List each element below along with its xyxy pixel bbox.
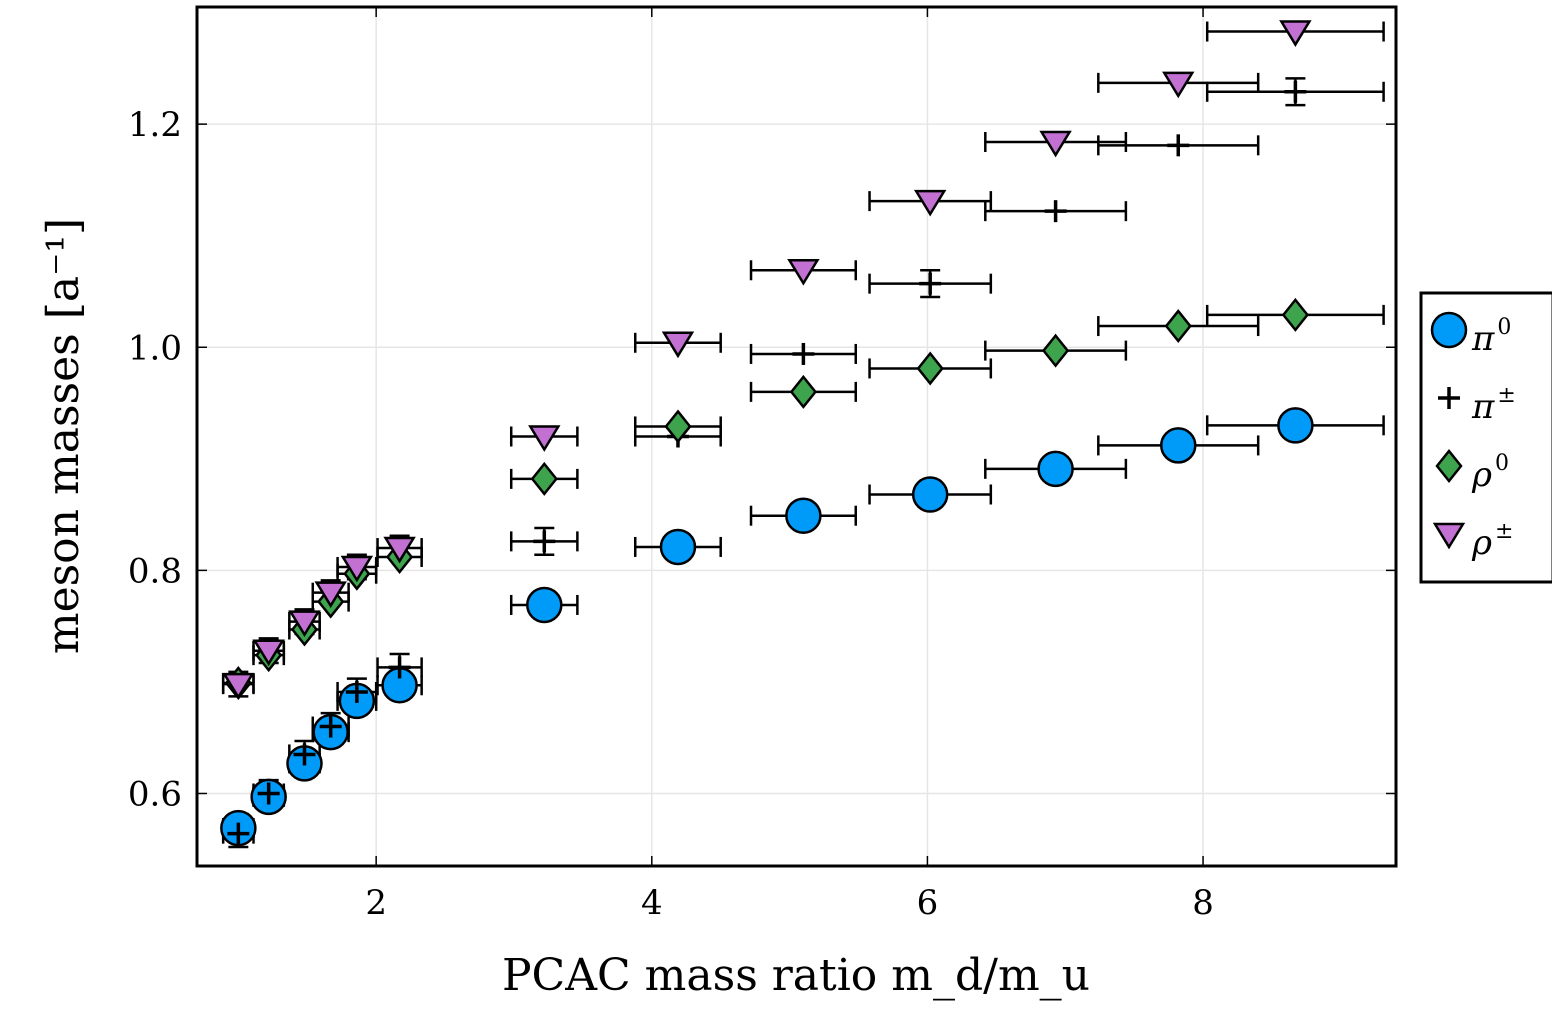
legend-label-sup: ± [1497, 383, 1515, 408]
legend-label-base: π [1471, 319, 1495, 359]
data-point [661, 331, 695, 359]
y-axis-title: meson masses [a⁻¹] [38, 218, 89, 654]
x-tick-label: 4 [641, 883, 663, 923]
legend-label-base: ρ [1471, 455, 1492, 495]
data-point [1044, 200, 1067, 223]
data-point [1277, 407, 1314, 444]
error-bars [221, 21, 1385, 849]
data-point [792, 342, 815, 365]
y-tick-label: 0.8 [128, 551, 182, 591]
data-point [1167, 134, 1190, 157]
legend-label-sup: 0 [1497, 315, 1511, 340]
data-point [1281, 297, 1309, 332]
data-markers [220, 20, 1314, 847]
legend-marker [1438, 387, 1460, 409]
data-point [533, 530, 556, 553]
legend-entry: π ± [1438, 383, 1516, 427]
data-point [1160, 427, 1197, 464]
legend-label: π ± [1471, 383, 1516, 427]
data-point [659, 528, 697, 566]
data-point [919, 272, 942, 295]
legend-marker [1430, 311, 1468, 349]
legend-marker [1435, 448, 1463, 484]
data-point [1164, 309, 1192, 344]
legend-marker [1432, 522, 1466, 550]
data-point [288, 610, 321, 638]
data-point [257, 782, 280, 805]
data-point [789, 374, 817, 409]
grid [197, 7, 1396, 866]
x-tick-label: 8 [1192, 883, 1214, 923]
data-point [345, 680, 368, 703]
legend-label-base: ρ [1471, 523, 1492, 563]
y-tick-label: 1.2 [128, 105, 182, 145]
data-point [913, 189, 947, 217]
axis-ticks [197, 7, 1396, 866]
legend-entry: ρ ± [1432, 519, 1513, 563]
data-point [787, 259, 820, 286]
data-point [916, 351, 944, 386]
data-point [1279, 20, 1312, 47]
data-point [319, 715, 342, 738]
data-point [1039, 130, 1072, 158]
data-point [388, 656, 411, 679]
data-point [1041, 333, 1070, 368]
data-point [340, 555, 374, 583]
data-point [911, 476, 949, 513]
data-point [1284, 80, 1307, 103]
data-point [227, 822, 250, 845]
data-point [1162, 71, 1195, 99]
data-point [526, 586, 563, 624]
legend-label: ρ ± [1471, 519, 1513, 563]
legend-label-sup: ± [1495, 519, 1513, 544]
x-tick-label: 6 [917, 883, 939, 923]
data-point [293, 743, 316, 766]
data-point [530, 461, 558, 496]
legend-label-sup: 0 [1495, 451, 1509, 476]
x-axis-title: PCAC mass ratio m_d/m_u [502, 950, 1090, 1001]
legend-label-base: π [1471, 387, 1495, 427]
data-point [383, 536, 416, 564]
data-point [664, 409, 692, 444]
tick-labels: 2 4 6 8 0.6 0.8 1.0 1.2 [128, 105, 1214, 923]
x-tick-label: 2 [365, 883, 387, 923]
data-point [1037, 450, 1074, 488]
y-tick-label: 0.6 [128, 774, 182, 814]
data-point [785, 497, 822, 534]
legend: π 0π ±ρ 0ρ ± [1419, 291, 1552, 584]
data-point [222, 672, 255, 700]
data-point [314, 581, 347, 609]
data-point [528, 425, 561, 452]
data-point [252, 639, 285, 667]
y-tick-label: 1.0 [128, 328, 182, 368]
plot-frame [195, 5, 1398, 868]
